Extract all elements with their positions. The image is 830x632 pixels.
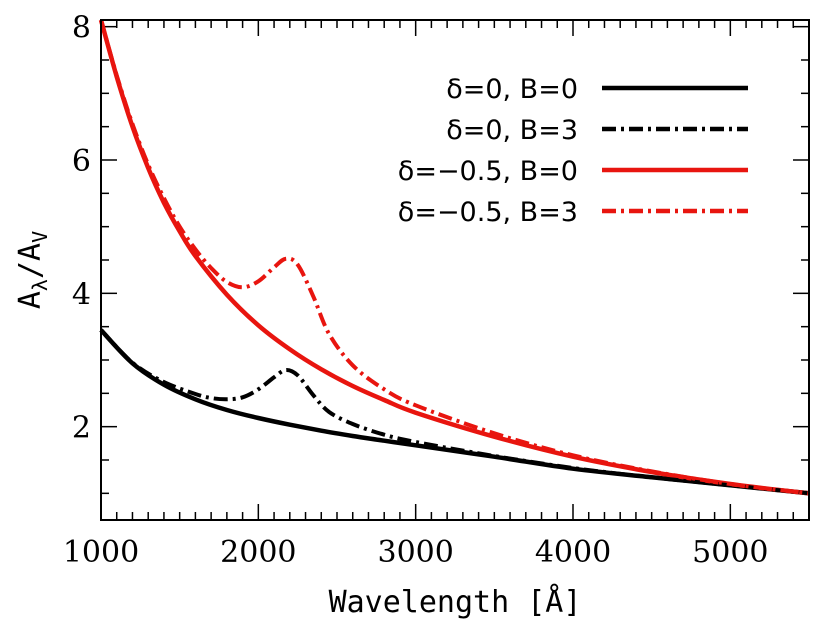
y-axis-label-sub1: λ bbox=[28, 279, 52, 291]
legend-label: δ=−0.5, B=0 bbox=[398, 156, 578, 187]
x-axis-label: Wavelength [Å] bbox=[329, 584, 582, 620]
legend-label: δ=0, B=3 bbox=[446, 115, 578, 146]
y-tick-label: 2 bbox=[72, 411, 91, 446]
y-tick-label: 8 bbox=[72, 11, 91, 46]
x-tick-label: 4000 bbox=[535, 535, 611, 570]
legend: δ=0, B=0 δ=0, B=3 δ=−0.5, B=0 δ=−0.5, B=3 bbox=[398, 74, 748, 228]
x-tick-label: 1000 bbox=[63, 535, 139, 570]
y-axis-label-sep: /A bbox=[13, 243, 48, 279]
legend-label: δ=−0.5, B=3 bbox=[398, 197, 578, 228]
x-tick-label: 5000 bbox=[692, 535, 768, 570]
data-series bbox=[98, 19, 810, 496]
series-delta0-b0-line bbox=[99, 328, 810, 496]
legend-label: δ=0, B=0 bbox=[446, 74, 578, 105]
x-tick-label: 3000 bbox=[377, 535, 453, 570]
y-axis-label-main: A bbox=[13, 291, 48, 309]
y-axis-label: Aλ/AV bbox=[13, 231, 52, 309]
y-tick-label: 4 bbox=[72, 277, 91, 312]
x-tick-label: 2000 bbox=[220, 535, 296, 570]
plot-frame bbox=[100, 19, 810, 521]
y-tick-label: 6 bbox=[72, 144, 91, 179]
series-delta-0.5-b3-line bbox=[99, 19, 810, 496]
tick-labels: 1000 2000 3000 4000 5000 2 4 6 8 bbox=[63, 11, 769, 570]
y-axis-label-sub2: V bbox=[28, 231, 52, 243]
